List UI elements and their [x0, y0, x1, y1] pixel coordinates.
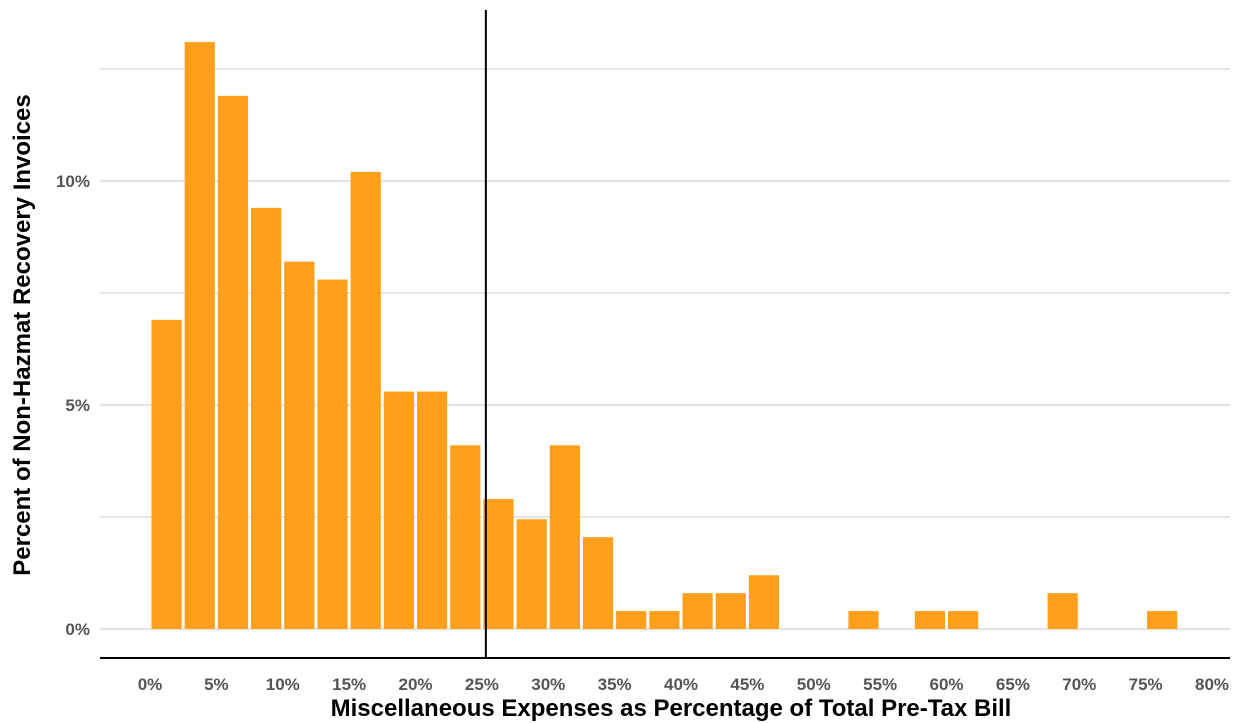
x-tick-label: 10%: [266, 675, 300, 694]
histogram-bar: [915, 611, 945, 629]
x-tick-labels: 0% 5% 10% 15% 20% 25% 30% 35% 40% 45% 50% 55% 60% 65%…: [138, 675, 1229, 694]
y-tick-label: 0%: [65, 620, 90, 639]
x-tick-label: 65%: [996, 675, 1030, 694]
histogram-bar: [716, 593, 746, 629]
x-axis-title: Miscellaneous Expenses as Percentage of …: [331, 695, 1012, 722]
histogram-bar: [1048, 593, 1078, 629]
x-tick-label: 0%: [138, 675, 163, 694]
x-tick-label: 60%: [929, 675, 963, 694]
histogram-bar: [317, 280, 347, 629]
histogram-bar: [450, 445, 480, 629]
bars: [152, 42, 1178, 629]
x-tick-label: 40%: [664, 675, 698, 694]
histogram-bar: [185, 42, 215, 629]
x-tick-label: 80%: [1195, 675, 1229, 694]
histogram-bar: [384, 392, 414, 629]
x-tick-label: 30%: [531, 675, 565, 694]
x-tick-label: 70%: [1062, 675, 1096, 694]
histogram-bar: [218, 96, 248, 629]
x-tick-label: 35%: [598, 675, 632, 694]
x-tick-label: 5%: [204, 675, 229, 694]
histogram-bar: [152, 320, 182, 629]
y-tick-labels: 0% 5% 10%: [56, 172, 90, 639]
x-tick-label: 55%: [863, 675, 897, 694]
histogram-bar: [483, 499, 513, 629]
histogram-bar: [583, 537, 613, 629]
x-tick-label: 20%: [398, 675, 432, 694]
y-tick-label: 5%: [65, 396, 90, 415]
histogram-bar: [417, 392, 447, 629]
histogram-bar: [649, 611, 679, 629]
x-tick-label: 45%: [730, 675, 764, 694]
histogram-bar: [683, 593, 713, 629]
histogram-bar: [251, 208, 281, 629]
x-tick-label: 15%: [332, 675, 366, 694]
x-tick-label: 25%: [465, 675, 499, 694]
histogram-bar: [550, 445, 580, 629]
y-axis-title: Percent of Non-Hazmat Recovery Invoices: [9, 94, 36, 576]
histogram-bar: [284, 262, 314, 629]
histogram-bar: [616, 611, 646, 629]
histogram-bar: [948, 611, 978, 629]
histogram-bar: [1147, 611, 1177, 629]
x-tick-label: 75%: [1129, 675, 1163, 694]
y-tick-label: 10%: [56, 172, 90, 191]
histogram-bar: [351, 172, 381, 629]
histogram-bar: [749, 575, 779, 629]
histogram-bar: [848, 611, 878, 629]
histogram-bar: [517, 519, 547, 629]
x-tick-label: 50%: [797, 675, 831, 694]
